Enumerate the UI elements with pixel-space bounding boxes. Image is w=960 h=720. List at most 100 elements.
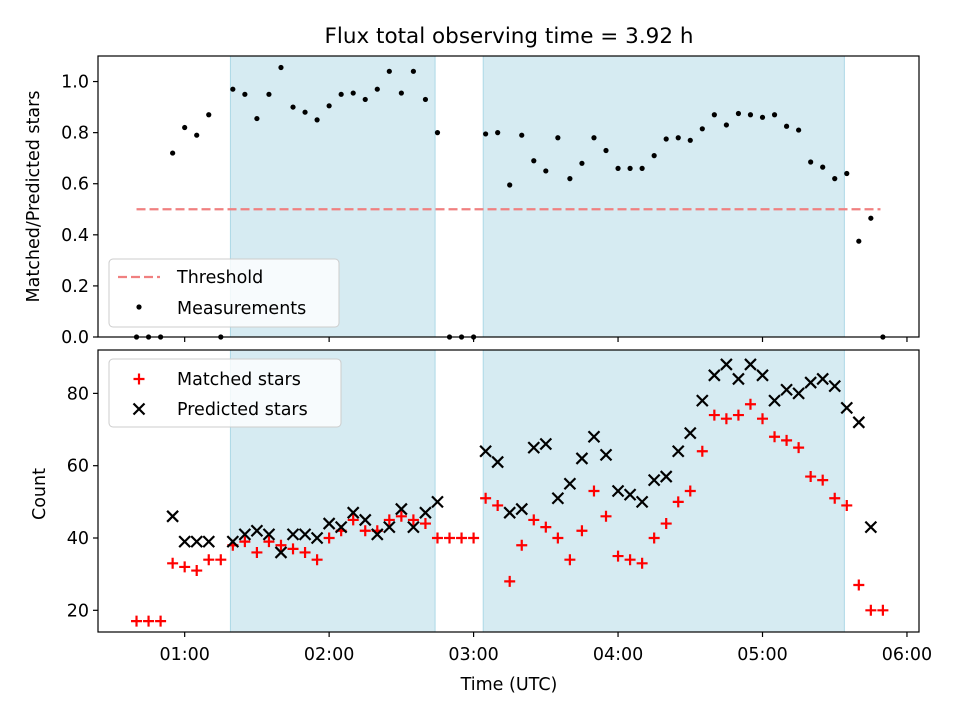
x-tick-label: 01:00: [159, 645, 209, 665]
measurement-point: [639, 165, 645, 171]
measurement-point: [410, 68, 416, 74]
predicted-star-point: [696, 394, 709, 407]
predicted-star-point: [479, 444, 492, 458]
matched-star-point: [684, 485, 696, 497]
matched-star-point: [395, 510, 407, 522]
measurement-point: [603, 147, 609, 154]
measurements-series: [133, 64, 886, 340]
predicted-star-point: [816, 372, 829, 386]
y-tick-label: 80: [67, 384, 89, 404]
measurement-point: [675, 135, 681, 141]
x-tick-label: 04:00: [593, 645, 643, 665]
y-tick-label: 0.8: [61, 124, 89, 144]
measurement-point: [422, 96, 429, 103]
measurement-point: [723, 122, 729, 128]
predicted-star-point: [503, 506, 516, 519]
measurement-point: [170, 150, 176, 156]
measurement-point: [182, 124, 188, 131]
matched-star-point: [636, 557, 648, 569]
measurement-point: [759, 114, 766, 120]
matched-star-point: [347, 514, 359, 526]
matched-star-point: [407, 514, 419, 526]
matched-star-point: [359, 525, 371, 537]
predicted-star-point: [371, 528, 384, 541]
measurement-point: [844, 170, 850, 177]
measurement-point: [832, 176, 838, 182]
matched-star-point: [781, 434, 793, 446]
predicted-star-point: [683, 426, 697, 440]
matched-star-point: [444, 532, 456, 544]
measurement-point: [567, 176, 573, 182]
matched-star-point: [672, 496, 684, 508]
legend-measurements-label: Measurements: [177, 299, 306, 319]
matched-star-point: [564, 554, 576, 566]
measurement-point: [615, 165, 621, 171]
top-shaded-intervals: [229, 55, 845, 338]
measurement-point: [434, 130, 441, 136]
x-tick-label: 06:00: [882, 645, 932, 665]
legend-frame: [108, 258, 340, 328]
legend-predicted-swatch: [132, 402, 146, 416]
predicted-star-point: [515, 502, 529, 516]
matched-star-point: [588, 485, 600, 497]
predicted-star-point: [864, 520, 878, 534]
measurement-point: [555, 135, 561, 141]
top-y-axis-ticks: 0.0 0.2 0.4 0.6 0.8 1.0: [61, 73, 98, 348]
predicted-star-point: [407, 520, 420, 534]
legend-matched-swatch: [133, 373, 145, 385]
bottom-y-axis-ticks: 20 40 60 80: [67, 384, 98, 621]
predicted-star-point: [611, 484, 625, 498]
measurement-point: [206, 112, 212, 118]
predicted-star-point: [166, 510, 179, 523]
matched-star-point: [805, 471, 817, 483]
matched-star-point: [528, 514, 540, 526]
matched-star-point: [419, 518, 431, 530]
measurement-point: [326, 103, 332, 109]
matched-star-point: [251, 546, 263, 558]
predicted-star-point: [190, 535, 203, 548]
matched-star-point: [865, 604, 877, 616]
y-tick-label: 0.0: [61, 328, 89, 348]
matched-star-point: [311, 554, 323, 566]
measurement-point: [711, 112, 717, 118]
measurement-point: [735, 110, 742, 117]
matched-star-point: [480, 492, 492, 504]
predicted-star-point: [671, 444, 685, 458]
y-tick-label: 0.4: [61, 226, 89, 246]
matched-star-point: [287, 543, 299, 555]
y-tick-label: 60: [67, 457, 89, 477]
predicted-star-point: [298, 528, 312, 541]
observing-window-band: [482, 349, 845, 633]
matched-star-point: [853, 579, 865, 591]
matched-star-point: [155, 615, 167, 627]
predicted-star-point: [852, 416, 866, 429]
legend-frame: [108, 358, 342, 428]
matched-star-point: [600, 510, 612, 522]
matched-star-point: [203, 554, 215, 566]
measurement-point: [771, 112, 778, 118]
matched-star-point: [576, 525, 588, 537]
predicted-star-point: [840, 401, 854, 415]
matched-star-point: [179, 561, 191, 573]
measurement-point: [362, 96, 368, 103]
matched-stars-series: [131, 398, 889, 627]
measurement-point: [338, 91, 344, 97]
predicted-star-point: [647, 473, 661, 487]
matched-star-point: [323, 532, 335, 544]
matched-star-point: [299, 546, 311, 558]
predicted-star-point: [587, 430, 601, 444]
predicted-star-point: [322, 517, 336, 530]
matched-star-point: [648, 532, 660, 544]
matched-star-point: [720, 413, 732, 425]
matched-star-point: [215, 554, 227, 566]
predicted-star-point: [238, 528, 252, 541]
predicted-star-point: [491, 455, 504, 469]
matched-star-point: [708, 409, 720, 421]
y-tick-label: 0.2: [61, 277, 89, 297]
matched-star-point: [540, 521, 552, 533]
measurement-point: [278, 64, 284, 71]
measurement-point: [254, 115, 260, 122]
measurement-point: [194, 132, 200, 138]
predicted-star-point: [178, 535, 191, 548]
